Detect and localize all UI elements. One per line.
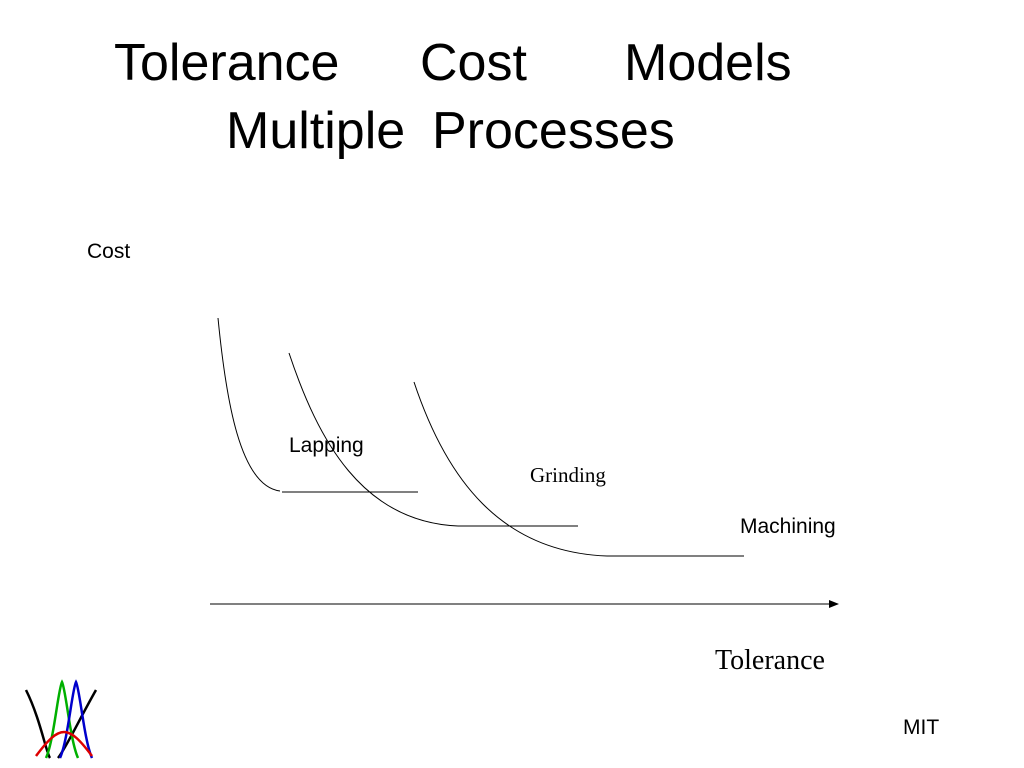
machining-label: Machining — [740, 515, 836, 538]
title-word: Cost — [420, 34, 527, 92]
grinding-label: Grinding — [530, 463, 606, 487]
title-word: Models — [624, 34, 792, 92]
logo-red-curve — [35, 730, 93, 757]
title-word: Multiple — [226, 102, 406, 160]
y-axis-label: Cost — [87, 240, 131, 263]
title-word: Tolerance — [114, 34, 340, 92]
logo-blue-curve — [58, 679, 94, 759]
lapping-label: Lapping — [289, 434, 364, 457]
footer-mit: MIT — [903, 716, 940, 739]
grinding-curve — [288, 352, 459, 527]
machining-curve — [413, 381, 608, 557]
lapping-curve — [217, 317, 281, 492]
bell-curves-logo — [24, 679, 98, 759]
title-word: Processes — [432, 102, 675, 160]
x-axis-label: Tolerance — [715, 645, 825, 676]
